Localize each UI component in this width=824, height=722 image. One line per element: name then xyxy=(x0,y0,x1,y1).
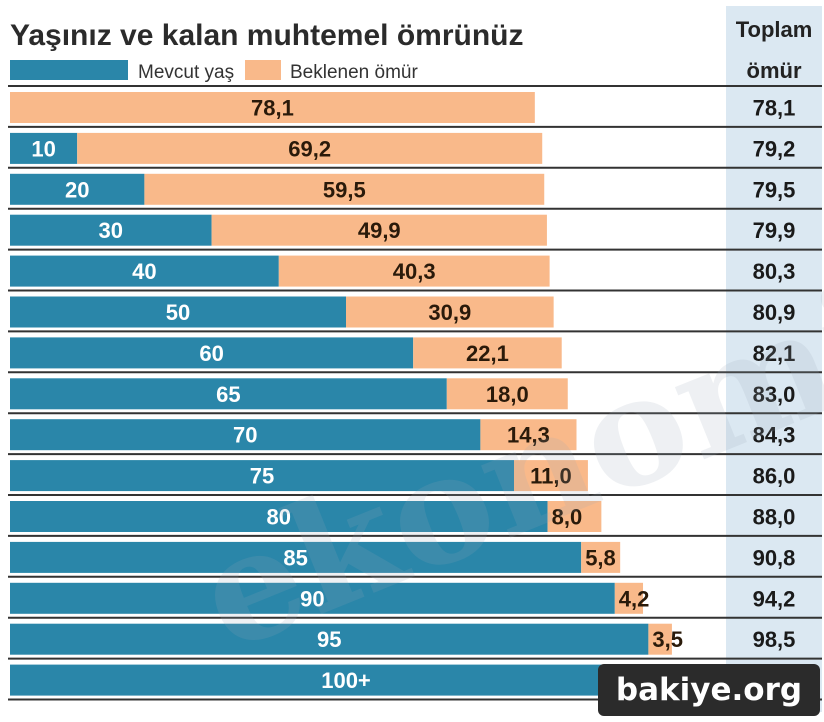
bar-current-age xyxy=(10,623,649,655)
legend: Mevcut yaş Beklenen ömür xyxy=(10,60,418,83)
age-label: 90 xyxy=(300,586,324,611)
site-badge: bakiye.org xyxy=(598,664,820,716)
age-label: 95 xyxy=(317,627,341,652)
age-label: 70 xyxy=(233,423,257,448)
age-label: 80 xyxy=(267,505,291,530)
bar-current-age xyxy=(10,337,414,369)
total-life-label: 84,3 xyxy=(753,423,796,448)
remaining-life-label: 18,0 xyxy=(486,382,529,407)
legend-swatch-expected-life xyxy=(245,60,281,80)
total-life-label: 86,0 xyxy=(753,464,796,489)
bar-expected-life xyxy=(77,132,543,164)
chart-rows: 78,1 78,1 10 69,2 79,2 20 59,5 79,5 30 49,9 79,9 40… xyxy=(8,85,822,701)
bar-expected-life xyxy=(648,623,672,655)
bar-expected-life xyxy=(10,92,535,123)
bar-expected-life xyxy=(144,173,545,205)
total-life-label: 80,3 xyxy=(753,259,796,284)
total-life-label: 79,2 xyxy=(753,136,796,161)
age-label: 65 xyxy=(216,382,240,407)
total-life-label: 78,1 xyxy=(753,96,796,121)
remaining-life-label: 3,5 xyxy=(652,627,683,652)
bar-expected-life xyxy=(547,501,602,532)
bar-current-age xyxy=(10,419,481,451)
age-label: 10 xyxy=(31,136,55,161)
age-label: 60 xyxy=(199,341,223,366)
total-life-label: 82,1 xyxy=(753,341,796,366)
legend-label-expected-life: Beklenen ömür xyxy=(290,62,418,83)
bar-expected-life xyxy=(614,582,644,614)
bar-current-age xyxy=(10,664,682,696)
total-life-label: 83,0 xyxy=(753,382,796,407)
total-life-label: 90,8 xyxy=(753,545,796,570)
remaining-life-label: 49,9 xyxy=(358,218,401,243)
bar-current-age xyxy=(10,214,212,246)
legend-label-current-age: Mevcut yaş xyxy=(138,62,234,83)
age-label: 20 xyxy=(65,177,89,202)
bar-current-age xyxy=(10,132,78,164)
total-life-label: 94,2 xyxy=(753,586,796,611)
total-life-label: 80,9 xyxy=(753,300,796,325)
bar-expected-life xyxy=(514,460,588,492)
legend-swatch-current-age xyxy=(10,60,128,80)
remaining-life-label: 30,9 xyxy=(428,300,471,325)
bar-expected-life xyxy=(278,255,550,287)
bar-expected-life xyxy=(346,296,554,328)
age-label: 30 xyxy=(99,218,123,243)
total-column-header-line2: ömür xyxy=(747,58,802,83)
total-life-label: 88,0 xyxy=(753,505,796,530)
bar-expected-life xyxy=(413,337,562,369)
age-label: 75 xyxy=(250,464,274,489)
total-life-label: 98,5 xyxy=(753,627,796,652)
total-life-label: 79,5 xyxy=(753,177,796,202)
bar-current-age xyxy=(10,582,615,614)
bar-expected-life xyxy=(446,378,568,410)
remaining-life-label: 22,1 xyxy=(466,341,509,366)
age-label: 50 xyxy=(166,300,190,325)
bar-current-age xyxy=(10,460,514,492)
bar-expected-life xyxy=(480,419,577,451)
remaining-life-label: 40,3 xyxy=(393,259,436,284)
age-label: 85 xyxy=(283,545,307,570)
total-column-header-line1: Toplam xyxy=(736,17,813,42)
total-column-background xyxy=(726,6,822,712)
bar-current-age xyxy=(10,378,447,410)
remaining-life-label: 8,0 xyxy=(552,505,583,530)
age-label: 40 xyxy=(132,259,156,284)
remaining-life-label: 14,3 xyxy=(507,423,550,448)
chart-title: Yaşınız ve kalan muhtemel ömrünüz xyxy=(10,19,524,52)
bar-current-age xyxy=(10,296,346,328)
bar-current-age xyxy=(10,541,582,573)
bar-current-age xyxy=(10,255,279,287)
remaining-life-label: 78,1 xyxy=(251,96,294,121)
remaining-life-label: 4,2 xyxy=(619,586,650,611)
bar-expected-life xyxy=(211,214,547,246)
remaining-life-label: 69,2 xyxy=(288,136,331,161)
remaining-life-label: 11,0 xyxy=(530,464,572,489)
total-life-label: 79,9 xyxy=(753,218,796,243)
bar-expected-life xyxy=(581,541,621,573)
remaining-life-label: 59,5 xyxy=(323,177,366,202)
age-label: 100+ xyxy=(321,668,371,693)
bar-current-age xyxy=(10,501,548,532)
bar-current-age xyxy=(10,173,145,205)
remaining-life-label: 5,8 xyxy=(585,545,616,570)
